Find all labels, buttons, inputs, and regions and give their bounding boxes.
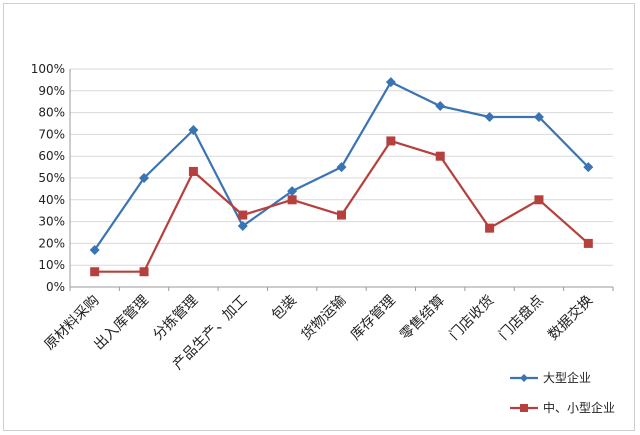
x-category-label: 货物运输 — [298, 292, 350, 344]
data-point — [386, 136, 396, 146]
y-tick-label: 40% — [38, 193, 65, 207]
legend-label: 大型企业 — [543, 370, 591, 385]
data-point — [139, 267, 149, 277]
data-point — [90, 267, 100, 277]
y-tick-label: 90% — [38, 84, 65, 98]
x-category-label: 门店盘点 — [495, 292, 547, 344]
y-tick-label: 60% — [38, 149, 65, 163]
y-tick-label: 30% — [38, 215, 65, 229]
data-point — [484, 111, 495, 122]
legend-label: 中、小型企业 — [543, 400, 615, 415]
data-point — [237, 220, 248, 231]
x-category-label: 零售结算 — [397, 293, 448, 344]
y-tick-label: 10% — [38, 258, 65, 272]
y-tick-label: 0% — [46, 280, 65, 294]
data-point — [287, 195, 297, 205]
data-point — [435, 151, 445, 161]
x-category-label: 数据交换 — [545, 292, 597, 344]
data-point — [583, 238, 593, 248]
data-point — [139, 173, 150, 183]
y-tick-label: 100% — [31, 62, 65, 76]
data-point — [533, 111, 544, 122]
data-point — [385, 77, 396, 88]
data-point — [238, 210, 248, 220]
data-point — [485, 223, 495, 233]
data-point — [336, 162, 347, 173]
legend-marker — [520, 404, 528, 412]
x-category-label: 包装 — [269, 293, 300, 324]
y-tick-label: 20% — [38, 236, 65, 250]
y-tick-label: 80% — [38, 106, 65, 120]
series-line-2 — [94, 139, 590, 273]
data-point — [89, 244, 100, 255]
gridlines — [70, 68, 613, 288]
x-category-label: 分拣管理 — [150, 293, 201, 344]
data-point — [337, 210, 346, 220]
legend-marker — [520, 374, 528, 382]
data-point — [534, 195, 544, 205]
x-category-label: 门店收货 — [446, 292, 498, 344]
y-tick-label: 50% — [38, 171, 65, 185]
chart-frame — [3, 3, 635, 431]
data-point — [435, 101, 446, 112]
data-point — [188, 166, 198, 176]
y-axis: 0% 10% 20% 30% 40% 50% 60% 70% 80% 90% 100% — [31, 62, 71, 294]
data-point — [583, 162, 594, 173]
data-point — [287, 186, 298, 197]
y-tick-label: 70% — [38, 127, 65, 141]
data-point — [188, 125, 199, 136]
series-layer — [89, 77, 594, 277]
x-category-label: 库存管理 — [348, 293, 399, 344]
